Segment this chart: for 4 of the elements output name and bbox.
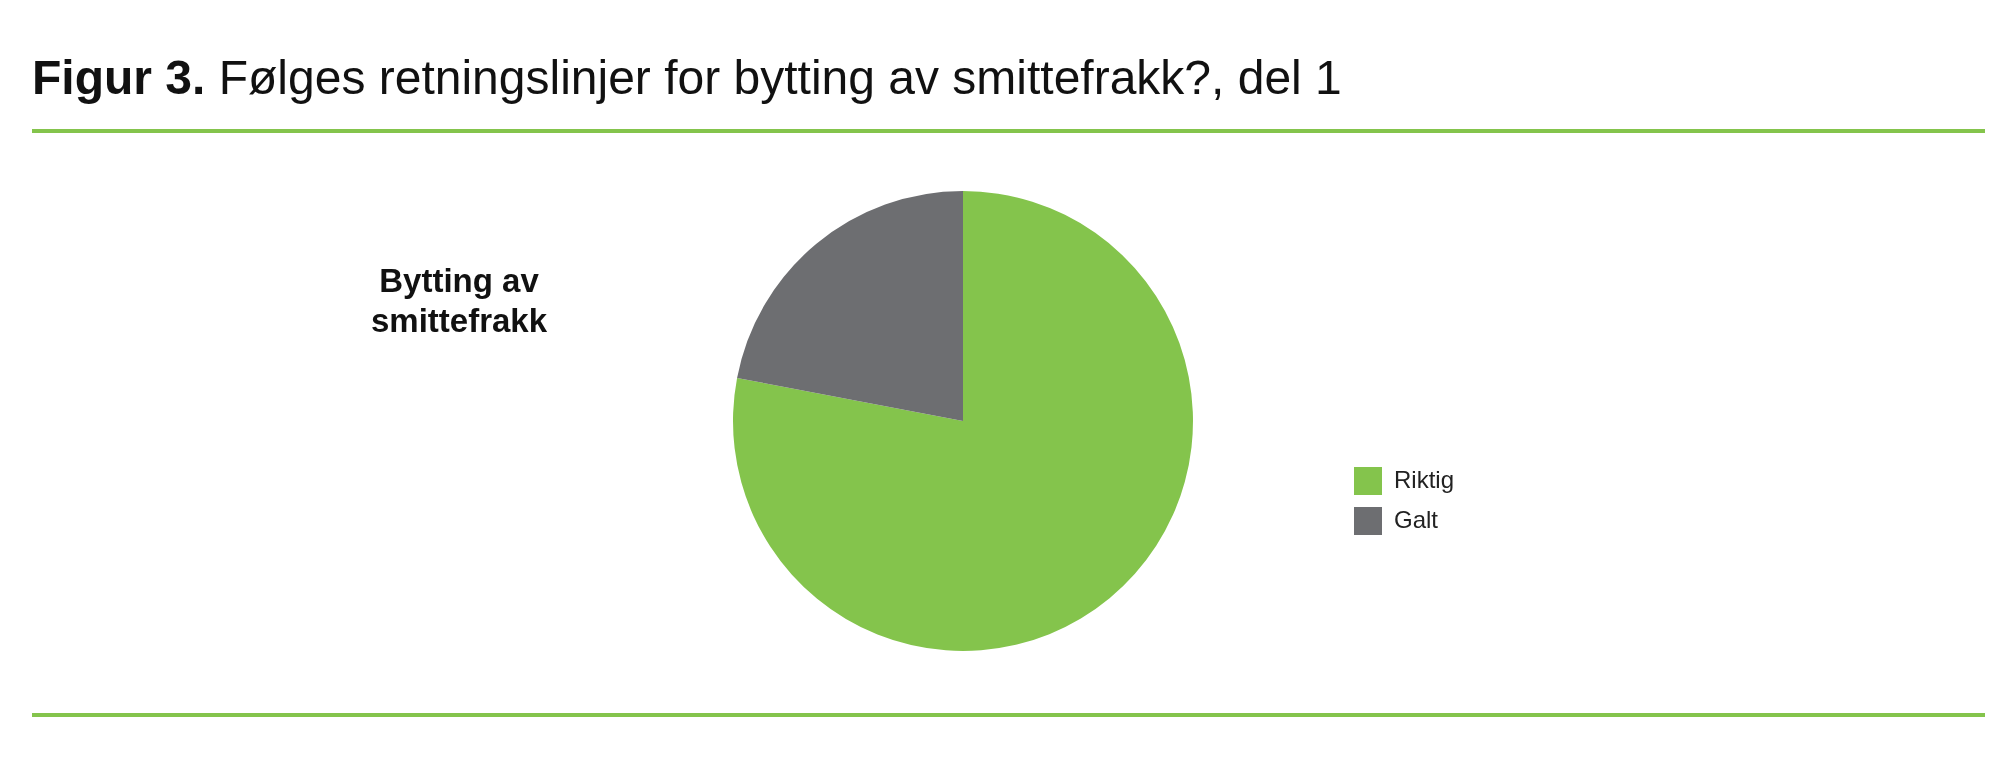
chart-title: Figur 3. Følges retningslinjer for bytting av smittefrakk?, del 1 — [32, 50, 1342, 106]
legend-label: Riktig — [1393, 465, 1454, 493]
legend-label: Galt — [1393, 505, 1439, 533]
text: Bytting av smittefrakk — [369, 261, 549, 341]
